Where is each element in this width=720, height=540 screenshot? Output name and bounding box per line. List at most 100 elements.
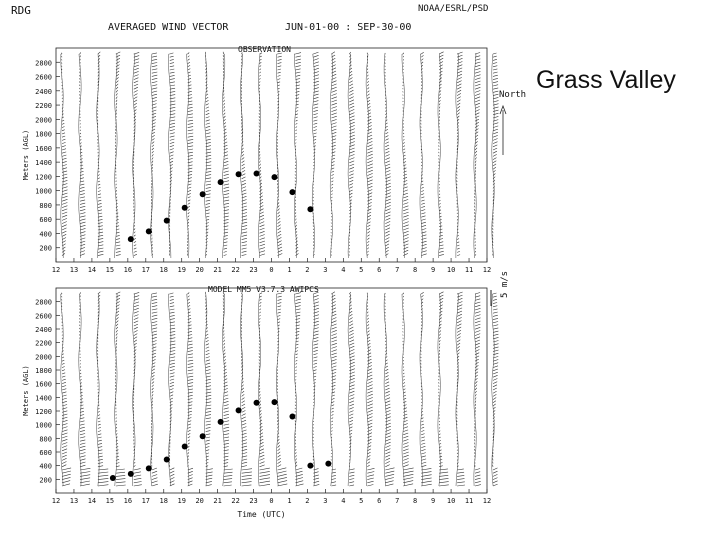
data-point	[127, 470, 134, 477]
x-tick-label: 9	[431, 266, 435, 274]
wind-vector-column	[276, 292, 288, 487]
wind-vector-column	[222, 291, 233, 487]
x-tick-label: 1	[287, 266, 291, 274]
wind-vector-column	[455, 291, 466, 487]
wind-vector-stem	[114, 53, 118, 259]
wind-vector-stem	[204, 293, 208, 487]
wind-vector-stem	[329, 293, 333, 487]
wind-vector-stem	[419, 293, 423, 487]
x-tick-label: 3	[323, 497, 327, 505]
y-tick-label: 1400	[35, 159, 52, 167]
wind-vectors	[474, 292, 481, 487]
wind-vector-stem	[168, 293, 172, 487]
x-tick-label: 7	[395, 497, 399, 505]
wind-vector-stem	[132, 53, 136, 259]
y-tick-label: 2200	[35, 340, 52, 348]
wind-vectors	[312, 291, 320, 487]
x-tick-label: 16	[124, 266, 132, 274]
y-tick-label: 2200	[35, 102, 52, 110]
wind-vectors	[133, 292, 142, 487]
wind-vector-stem	[222, 53, 226, 259]
wind-vector-column	[401, 52, 409, 259]
wind-vector-stem	[347, 53, 351, 259]
x-tick-label: 19	[177, 266, 185, 274]
wind-vector-stem	[455, 293, 459, 487]
wind-vectors	[438, 51, 444, 256]
wind-vector-column	[258, 292, 271, 487]
wind-vector-column	[473, 52, 481, 259]
wind-vectors	[97, 51, 104, 256]
y-tick-label: 2000	[35, 116, 52, 124]
wind-vectors	[384, 52, 391, 256]
x-tick-label: 8	[413, 266, 417, 274]
x-tick-label: 12	[52, 266, 60, 274]
wind-vectors	[276, 292, 288, 487]
x-tick-label: 4	[341, 266, 345, 274]
wind-vector-column	[186, 52, 194, 259]
wind-vector-stem	[401, 53, 405, 259]
y-tick-label: 2800	[35, 59, 52, 67]
wind-vectors	[456, 291, 466, 487]
wind-vector-stem	[186, 53, 190, 259]
wind-vector-stem	[78, 293, 82, 487]
wind-vectors	[151, 292, 158, 487]
wind-vectors	[492, 292, 499, 487]
wind-vectors	[240, 292, 253, 487]
wind-vector-column	[294, 52, 302, 259]
wind-vector-column	[311, 291, 320, 487]
x-tick-label: 12	[483, 497, 491, 505]
wind-vectors	[294, 52, 302, 256]
wind-vector-stem	[311, 293, 315, 487]
y-tick-label: 2600	[35, 312, 52, 320]
wind-vector-column	[347, 291, 355, 487]
wind-vector-stem	[168, 53, 172, 259]
wind-vector-stem	[132, 293, 136, 487]
y-tick-label: 1200	[35, 408, 52, 416]
y-tick-label: 2600	[35, 74, 52, 82]
x-tick-label: 6	[377, 497, 381, 505]
wind-vector-stem	[96, 53, 100, 259]
panel-1	[55, 47, 499, 263]
data-point	[325, 460, 332, 467]
data-point	[271, 399, 278, 406]
wind-vector-column	[168, 292, 176, 487]
x-tick-label: 0	[269, 266, 273, 274]
y-tick-label: 800	[39, 202, 52, 210]
x-tick-label: 22	[231, 266, 239, 274]
station-id: RDG	[11, 4, 31, 17]
x-tick-label: 10	[447, 266, 455, 274]
wind-vector-stem	[437, 53, 441, 259]
wind-vector-column	[311, 51, 319, 259]
x-tick-label: 15	[106, 497, 114, 505]
wind-vector-column	[383, 52, 391, 259]
wind-vector-stem	[419, 53, 423, 259]
wind-vector-column	[132, 52, 140, 259]
y-tick-label: 200	[39, 245, 52, 253]
x-tick-label: 19	[177, 497, 185, 505]
y-tick-label: 600	[39, 449, 52, 457]
data-point	[109, 474, 116, 481]
wind-vector-stem	[401, 293, 405, 487]
agency-label: NOAA/ESRL/PSD	[418, 4, 489, 14]
wind-vector-column	[96, 291, 109, 487]
wind-vector-stem	[437, 293, 441, 487]
wind-vector-stem	[347, 293, 351, 487]
data-point	[127, 236, 134, 243]
y-tick-label: 1800	[35, 131, 52, 139]
wind-vectors	[438, 291, 449, 487]
wind-vector-column	[365, 292, 375, 487]
wind-vector-stem	[258, 53, 261, 259]
wind-vector-stem	[455, 53, 459, 258]
x-tick-label: 13	[70, 497, 78, 505]
y-tick-label: 800	[39, 435, 52, 443]
data-point	[181, 443, 188, 450]
wind-vector-column	[491, 52, 499, 259]
wind-vector-stem	[150, 53, 154, 259]
wind-vector-column	[60, 292, 72, 487]
wind-vectors	[151, 52, 158, 256]
x-tick-label: 20	[195, 266, 203, 274]
wind-vectors	[169, 52, 176, 256]
x-tick-label: 11	[465, 497, 473, 505]
x-tick-label: 18	[160, 497, 168, 505]
wind-vectors	[222, 291, 233, 487]
